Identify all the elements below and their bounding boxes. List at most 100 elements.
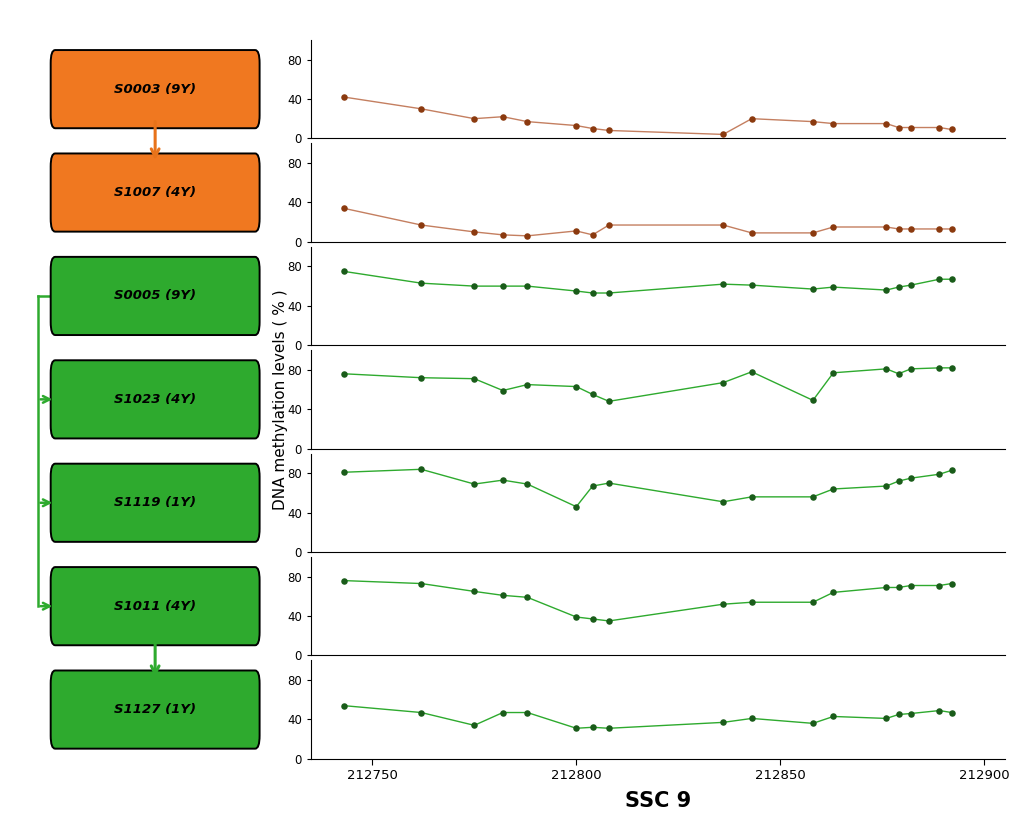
Text: S1011 (4Y): S1011 (4Y) [114,600,196,612]
Point [466,372,482,385]
Point [902,579,918,592]
Point [494,110,511,123]
Point [466,585,482,598]
Point [930,273,947,286]
Point [902,121,918,134]
Point [943,577,959,590]
Point [890,474,906,488]
FancyBboxPatch shape [51,671,260,749]
Point [584,612,600,626]
Point [519,378,535,391]
Point [743,226,759,240]
Point [930,579,947,592]
Point [584,388,600,401]
FancyBboxPatch shape [51,567,260,646]
Point [890,222,906,235]
Point [466,719,482,732]
Text: S1007 (4Y): S1007 (4Y) [114,186,196,199]
Point [413,102,429,116]
Point [335,574,352,587]
Point [824,280,841,294]
Point [902,279,918,292]
Point [714,597,731,611]
Point [824,710,841,723]
Point [600,124,616,137]
Point [600,721,616,735]
Point [930,121,947,134]
Point [890,581,906,594]
Point [600,394,616,408]
Point [824,366,841,379]
Point [335,91,352,104]
Point [335,201,352,215]
Point [824,117,841,131]
Point [466,112,482,126]
Point [877,117,894,131]
Point [600,614,616,627]
Point [714,495,731,508]
Text: S1023 (4Y): S1023 (4Y) [114,393,196,406]
Point [519,478,535,491]
Point [714,716,731,729]
Point [714,278,731,291]
Point [519,115,535,128]
Point [335,699,352,712]
Point [335,466,352,479]
Point [743,365,759,379]
Point [943,273,959,286]
Point [743,712,759,726]
Point [890,280,906,294]
Point [568,611,584,624]
Point [600,477,616,490]
Point [743,279,759,292]
Point [519,229,535,242]
Point [494,473,511,487]
Point [335,367,352,380]
Point [413,371,429,384]
Point [804,596,820,609]
Point [466,478,482,491]
Point [494,589,511,602]
Point [877,362,894,375]
Point [902,222,918,235]
Point [804,115,820,128]
Point [824,586,841,599]
Point [943,361,959,374]
FancyBboxPatch shape [51,153,260,231]
Point [943,222,959,235]
Point [600,218,616,231]
Point [413,577,429,590]
Point [804,282,820,295]
Point [877,220,894,234]
Point [930,222,947,235]
Point [943,706,959,719]
Point [930,704,947,717]
Text: S1119 (1Y): S1119 (1Y) [114,496,196,509]
Point [413,276,429,290]
Point [568,380,584,394]
Point [584,121,600,135]
Point [413,463,429,476]
Point [519,706,535,719]
Point [743,596,759,609]
Point [600,286,616,300]
Point [584,286,600,300]
Point [466,225,482,239]
Point [584,479,600,493]
Point [804,490,820,503]
Point [804,226,820,240]
Point [519,591,535,604]
Text: S1127 (1Y): S1127 (1Y) [114,703,196,716]
Point [743,112,759,126]
Point [335,265,352,278]
Text: S0003 (9Y): S0003 (9Y) [114,82,196,96]
Point [877,479,894,493]
FancyBboxPatch shape [51,463,260,542]
Point [824,220,841,234]
Point [877,284,894,297]
Point [890,367,906,380]
Point [804,716,820,730]
Point [890,121,906,134]
Point [824,483,841,496]
Point [714,218,731,231]
